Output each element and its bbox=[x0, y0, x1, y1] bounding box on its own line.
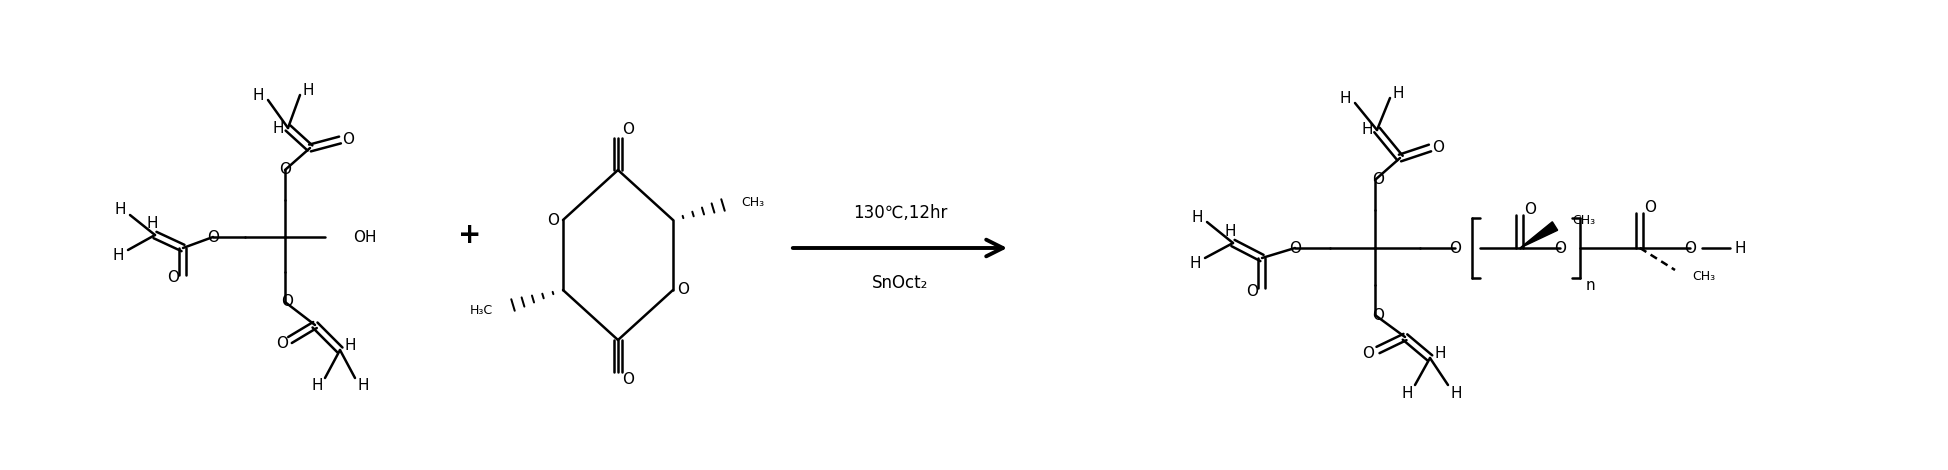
Polygon shape bbox=[1519, 222, 1556, 248]
Text: H: H bbox=[1360, 123, 1371, 138]
Text: O: O bbox=[1245, 283, 1256, 298]
Text: O: O bbox=[676, 282, 690, 298]
Text: n: n bbox=[1584, 277, 1593, 292]
Text: O: O bbox=[1523, 203, 1535, 218]
Text: OH: OH bbox=[353, 229, 376, 244]
Text: H₃C: H₃C bbox=[469, 304, 493, 316]
Text: O: O bbox=[1432, 141, 1443, 156]
Text: H: H bbox=[345, 337, 356, 352]
Text: H: H bbox=[273, 120, 284, 135]
Text: O: O bbox=[547, 212, 559, 227]
Text: O: O bbox=[279, 163, 290, 178]
Text: CH₃: CH₃ bbox=[1572, 213, 1593, 227]
Text: O: O bbox=[621, 373, 633, 387]
Text: H: H bbox=[1401, 385, 1412, 400]
FancyArrowPatch shape bbox=[793, 240, 1003, 256]
Text: O: O bbox=[1644, 201, 1656, 216]
Text: O: O bbox=[277, 336, 288, 351]
Text: O: O bbox=[1362, 345, 1373, 360]
Text: H: H bbox=[251, 87, 263, 102]
Text: H: H bbox=[1449, 385, 1461, 400]
Text: H: H bbox=[1391, 86, 1403, 101]
Text: H: H bbox=[356, 378, 368, 393]
Text: O: O bbox=[1288, 241, 1301, 256]
Text: 130℃,12hr: 130℃,12hr bbox=[853, 204, 947, 222]
Text: H: H bbox=[1188, 256, 1200, 271]
Text: H: H bbox=[312, 378, 323, 393]
Text: H: H bbox=[1338, 91, 1350, 105]
Text: O: O bbox=[341, 133, 355, 148]
Text: H: H bbox=[302, 83, 314, 97]
Text: H: H bbox=[1190, 210, 1202, 225]
Text: O: O bbox=[621, 123, 633, 138]
Text: H: H bbox=[1734, 241, 1745, 256]
Text: O: O bbox=[1447, 241, 1461, 256]
Text: +: + bbox=[458, 221, 481, 249]
Text: H: H bbox=[146, 216, 158, 230]
Text: CH₃: CH₃ bbox=[740, 196, 764, 209]
Text: H: H bbox=[1223, 224, 1235, 238]
Text: O: O bbox=[206, 229, 218, 244]
Text: H: H bbox=[115, 203, 127, 218]
Text: O: O bbox=[1553, 241, 1564, 256]
Text: CH₃: CH₃ bbox=[1691, 269, 1714, 282]
Text: O: O bbox=[1371, 172, 1383, 188]
Text: O: O bbox=[1683, 241, 1695, 256]
Text: SnOct₂: SnOct₂ bbox=[871, 274, 927, 292]
Text: O: O bbox=[281, 295, 292, 310]
Text: H: H bbox=[113, 248, 123, 263]
Text: H: H bbox=[1434, 345, 1445, 360]
Text: O: O bbox=[1371, 307, 1383, 322]
Text: O: O bbox=[168, 271, 179, 285]
